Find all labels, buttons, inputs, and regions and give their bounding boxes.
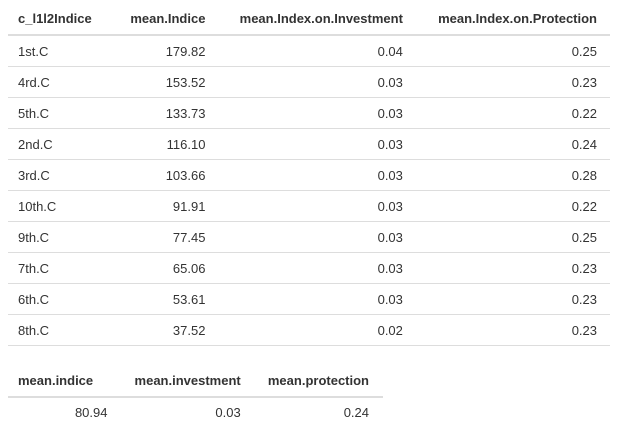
table-cell: 133.73 (111, 97, 214, 129)
table-cell: 0.24 (410, 128, 610, 160)
table-cell: 8th.C (8, 314, 112, 346)
table-cell: 0.03 (213, 128, 411, 160)
table-row: 80.94 0.03 0.24 (8, 397, 383, 427)
table-cell: 179.82 (111, 35, 214, 67)
table-cell: 0.25 (410, 221, 610, 253)
table-row: 7th.C 65.06 0.03 0.23 (8, 252, 610, 284)
table-cell: 116.10 (111, 128, 214, 160)
table-cell: 65.06 (111, 252, 214, 284)
table-cell: 0.03 (213, 159, 411, 191)
table-cell: 0.23 (410, 314, 610, 346)
table-cell: 3rd.C (8, 159, 112, 191)
table-cell: 80.94 (74, 405, 108, 420)
table-cell: 103.66 (111, 159, 214, 191)
results-table: c_l1l2Indice mean.Indice mean.Index.on.I… (8, 2, 610, 346)
table-cell: 2nd.C (8, 128, 112, 160)
table-cell: 6th.C (8, 283, 112, 315)
table-cell: 0.02 (213, 314, 411, 346)
column-header-mean-indice: mean.indice (8, 364, 108, 398)
table-cell: 1st.C (8, 35, 112, 67)
table-cell: 0.03 (213, 190, 411, 222)
table-row: 9th.C 77.45 0.03 0.25 (8, 221, 610, 253)
column-header-mean-investment: mean.investment (107, 364, 241, 398)
table-cell: 0.25 (410, 35, 610, 67)
table-cell: 0.03 (213, 97, 411, 129)
table-header-row: c_l1l2Indice mean.Indice mean.Index.on.I… (8, 2, 610, 36)
table-row: 3rd.C 103.66 0.03 0.28 (8, 159, 610, 191)
table-cell: 0.03 (213, 283, 411, 315)
table-cell: 153.52 (111, 66, 214, 98)
table-cell: 0.23 (410, 252, 610, 284)
table-cell: 0.22 (410, 97, 610, 129)
table-row: 6th.C 53.61 0.03 0.23 (8, 283, 610, 315)
table-cell: 0.03 (213, 221, 411, 253)
column-header-mean-indice: mean.Indice (111, 2, 214, 36)
table-cell: 0.22 (410, 190, 610, 222)
column-header-mean-index-on-investment: mean.Index.on.Investment (213, 2, 411, 36)
table-cell: 0.23 (410, 283, 610, 315)
table-cell: 53.61 (111, 283, 214, 315)
table-row: 4rd.C 153.52 0.03 0.23 (8, 66, 610, 98)
table-cell: 0.03 (215, 405, 241, 420)
column-header-c-l1l2indice: c_l1l2Indice (8, 2, 112, 36)
table-row: 10th.C 91.91 0.03 0.22 (8, 190, 610, 222)
table-row: 1st.C 179.82 0.04 0.25 (8, 35, 610, 67)
table-cell: 0.03 (213, 252, 411, 284)
table-cell: 5th.C (8, 97, 112, 129)
table-cell: 4rd.C (8, 66, 112, 98)
summary-table: mean.indice mean.investment mean.protect… (8, 364, 383, 427)
table-cell: 0.24 (343, 405, 369, 420)
table-row: 8th.C 37.52 0.02 0.23 (8, 314, 610, 346)
table-cell: 7th.C (8, 252, 112, 284)
column-header-mean-index-on-protection: mean.Index.on.Protection (410, 2, 610, 36)
table-cell: 0.04 (213, 35, 411, 67)
column-header-mean-protection: mean.protection (240, 364, 383, 398)
summary-header-row: mean.indice mean.investment mean.protect… (8, 364, 383, 398)
table-cell: 77.45 (111, 221, 214, 253)
table-cell: 37.52 (111, 314, 214, 346)
table-cell: 9th.C (8, 221, 112, 253)
table-row: 5th.C 133.73 0.03 0.22 (8, 97, 610, 129)
table-cell: 91.91 (111, 190, 214, 222)
table-cell: 0.23 (410, 66, 610, 98)
table-row: 2nd.C 116.10 0.03 0.24 (8, 128, 610, 160)
table-cell: 0.28 (410, 159, 610, 191)
table-cell: 10th.C (8, 190, 112, 222)
table-cell: 0.03 (213, 66, 411, 98)
